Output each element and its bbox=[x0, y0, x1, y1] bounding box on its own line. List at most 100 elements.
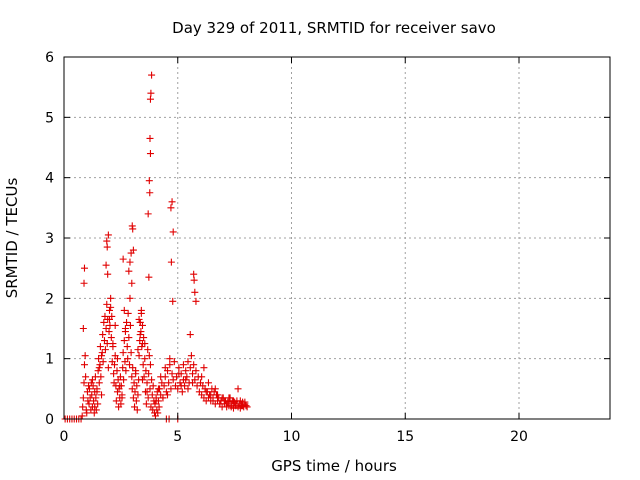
data-point bbox=[131, 388, 139, 396]
data-point bbox=[146, 189, 154, 197]
data-point bbox=[133, 382, 141, 390]
data-point bbox=[125, 334, 133, 342]
data-point bbox=[145, 352, 153, 360]
data-point bbox=[119, 364, 127, 372]
data-point bbox=[167, 204, 175, 212]
data-point bbox=[148, 71, 156, 79]
data-point bbox=[142, 400, 150, 408]
data-point bbox=[189, 379, 197, 387]
data-point bbox=[123, 343, 131, 351]
data-point bbox=[160, 382, 168, 390]
data-point bbox=[129, 364, 137, 372]
data-point bbox=[147, 89, 155, 97]
data-point bbox=[85, 385, 93, 393]
data-point bbox=[159, 394, 167, 402]
data-point bbox=[92, 406, 100, 414]
data-point bbox=[182, 367, 190, 375]
data-point bbox=[140, 373, 148, 381]
data-point bbox=[148, 391, 156, 399]
data-point bbox=[99, 358, 107, 366]
data-point bbox=[95, 379, 103, 387]
data-point bbox=[132, 397, 140, 405]
data-point bbox=[146, 95, 154, 103]
grid-layer bbox=[64, 57, 610, 419]
data-point bbox=[243, 403, 251, 411]
data-point bbox=[123, 318, 131, 326]
x-tick-label: 15 bbox=[396, 429, 414, 445]
data-point bbox=[98, 352, 106, 360]
data-point bbox=[164, 391, 172, 399]
data-point bbox=[154, 385, 162, 393]
data-point bbox=[80, 264, 88, 272]
data-point bbox=[138, 376, 146, 384]
data-point bbox=[170, 358, 178, 366]
data-point bbox=[166, 361, 174, 369]
data-point bbox=[169, 297, 177, 305]
data-point bbox=[167, 258, 175, 266]
data-point bbox=[200, 364, 208, 372]
data-point bbox=[94, 367, 102, 375]
data-point bbox=[135, 315, 143, 323]
data-point bbox=[166, 355, 174, 363]
chart-title: Day 329 of 2011, SRMTID for receiver sav… bbox=[172, 19, 496, 37]
data-point bbox=[184, 358, 192, 366]
data-point bbox=[116, 373, 124, 381]
data-point bbox=[120, 306, 128, 314]
data-point bbox=[177, 382, 185, 390]
data-point bbox=[107, 294, 115, 302]
data-point bbox=[214, 391, 222, 399]
data-point bbox=[155, 403, 163, 411]
x-tick-label: 0 bbox=[60, 429, 69, 445]
data-point bbox=[102, 325, 110, 332]
data-point bbox=[101, 346, 109, 354]
data-point bbox=[133, 406, 141, 414]
data-point bbox=[106, 306, 113, 314]
data-point bbox=[190, 276, 198, 284]
data-point bbox=[146, 134, 154, 142]
y-tick-label: 2 bbox=[45, 291, 54, 307]
data-point bbox=[236, 397, 244, 405]
data-point bbox=[168, 198, 176, 206]
data-point bbox=[111, 361, 119, 369]
data-point bbox=[102, 261, 110, 269]
data-point bbox=[106, 315, 113, 323]
data-point bbox=[80, 379, 88, 387]
data-point bbox=[136, 331, 144, 339]
data-point bbox=[192, 297, 200, 305]
data-point bbox=[139, 361, 147, 369]
data-point bbox=[176, 379, 184, 387]
data-point bbox=[127, 349, 135, 357]
data-point bbox=[145, 177, 153, 185]
data-point bbox=[83, 409, 91, 417]
data-point bbox=[105, 328, 113, 336]
data-point bbox=[118, 394, 126, 402]
data-point bbox=[135, 352, 143, 360]
data-point bbox=[189, 370, 197, 378]
data-point bbox=[88, 376, 96, 384]
axis-ticks: 0 5 10 15 20 0 1 2 3 4 5 6 bbox=[45, 50, 610, 445]
data-point bbox=[134, 346, 142, 354]
data-point bbox=[179, 361, 187, 369]
data-point bbox=[107, 303, 115, 311]
y-tick-label: 0 bbox=[45, 412, 54, 428]
data-point bbox=[151, 400, 159, 408]
data-point bbox=[107, 334, 115, 342]
data-point bbox=[198, 373, 206, 381]
y-axis-title: SRMTID / TECUs bbox=[3, 178, 21, 299]
data-point bbox=[128, 279, 136, 287]
data-point bbox=[104, 364, 112, 372]
data-point bbox=[175, 364, 183, 372]
data-point bbox=[94, 400, 102, 408]
data-point bbox=[216, 400, 224, 408]
data-point bbox=[146, 361, 154, 369]
data-point bbox=[88, 391, 96, 399]
data-point bbox=[175, 370, 183, 378]
data-point bbox=[119, 255, 127, 263]
data-point bbox=[232, 400, 240, 408]
data-point bbox=[169, 228, 177, 236]
data-point bbox=[154, 409, 162, 417]
data-point bbox=[174, 385, 182, 393]
data-point bbox=[85, 400, 93, 408]
data-point bbox=[241, 398, 249, 406]
data-point bbox=[207, 391, 215, 399]
